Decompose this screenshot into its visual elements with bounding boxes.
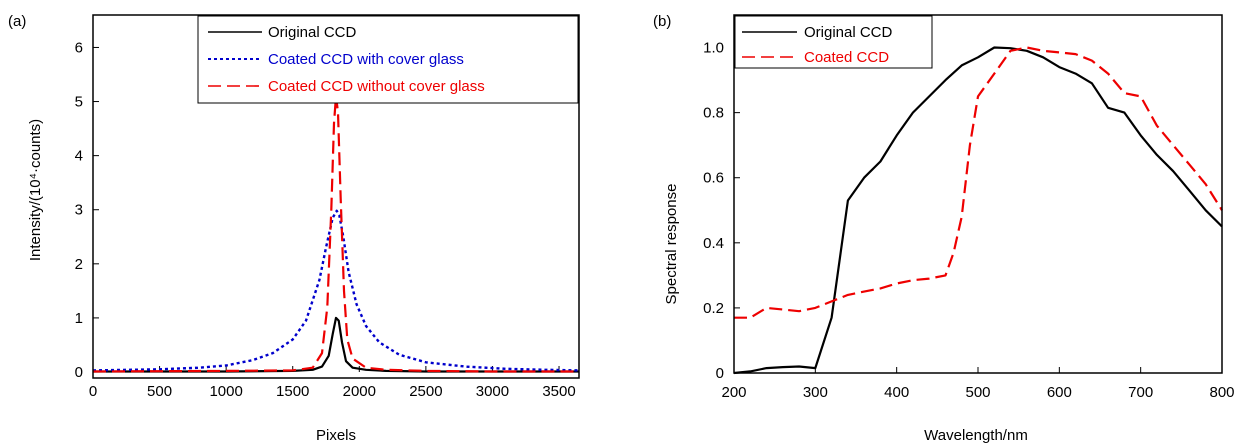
panel-a-label: (a) <box>8 13 26 30</box>
panel-a-legend-box <box>197 15 579 104</box>
x-tick-label: 600 <box>1047 384 1072 401</box>
y-tick-label: 3 <box>75 202 83 219</box>
panel-b-x-axis-label: Wavelength/nm <box>924 427 1028 443</box>
y-tick-label: 0.6 <box>703 170 724 187</box>
series-line-b-1 <box>734 46 1223 319</box>
legend-a-label-0: Original CCD <box>268 24 357 41</box>
x-tick-label: 800 <box>1209 384 1234 401</box>
panel-a-plot-frame <box>92 14 580 379</box>
y-tick-label: 1.0 <box>703 40 724 57</box>
x-tick-label: 300 <box>803 384 828 401</box>
panel-a-legend: Original CCD Coated CCD with cover glass… <box>197 15 579 104</box>
chart-panel-b: (b) Spectral response Wavelength/nm 200 3… <box>653 13 1234 443</box>
y-tick-label: 0.8 <box>703 105 724 122</box>
x-tick-label: 400 <box>884 384 909 401</box>
x-tick-label: 1000 <box>209 383 242 400</box>
x-tick-label: 1500 <box>276 383 309 400</box>
legend-a-label-2: Coated CCD without cover glass <box>268 78 485 95</box>
y-tick-label: 4 <box>75 148 83 165</box>
panel-b-y-axis-label: Spectral response <box>663 184 680 305</box>
x-tick-label: 700 <box>1128 384 1153 401</box>
y-tick-label: 1 <box>75 310 83 327</box>
panel-b-ticks: 200 300 400 500 600 700 800 0 0.2 0.4 0.6 0.8 1.0 <box>703 40 1234 401</box>
panel-a-series <box>92 94 580 373</box>
panel-b-plot-frame <box>733 14 1223 374</box>
panel-a-ticks: 0 500 1000 1500 2000 2500 3000 3500 0 1 2 3 4 5 6 <box>75 39 576 400</box>
y-tick-label: 5 <box>75 94 83 111</box>
panel-a-y-axis-label: Intensity/(10⁴·counts) <box>27 119 44 261</box>
y-tick-label: 0 <box>75 364 83 381</box>
x-tick-label: 200 <box>721 384 746 401</box>
panel-b-series <box>733 46 1223 375</box>
panel-a-x-axis-label: Pixels <box>316 427 356 443</box>
panel-b-legend: Original CCD Coated CCD <box>734 15 933 69</box>
x-tick-label: 0 <box>89 383 97 400</box>
x-tick-label: 3000 <box>476 383 509 400</box>
y-tick-label: 0.2 <box>703 300 724 317</box>
x-tick-label: 3500 <box>542 383 575 400</box>
legend-b-label-1: Coated CCD <box>804 49 889 66</box>
series-line-a-0 <box>93 316 579 373</box>
y-tick-label: 6 <box>75 39 83 56</box>
chart-panel-a: (a) Intensity/(10⁴·counts) Pixels 0 500 10… <box>8 13 580 443</box>
x-tick-label: 2000 <box>343 383 376 400</box>
y-tick-label: 0 <box>716 365 724 382</box>
x-tick-label: 2500 <box>409 383 442 400</box>
series-line-a-2 <box>92 94 579 373</box>
legend-a-label-1: Coated CCD with cover glass <box>268 51 464 68</box>
series-line-b-0 <box>733 46 1223 375</box>
y-tick-label: 2 <box>75 256 83 273</box>
y-tick-label: 0.4 <box>703 235 724 252</box>
panel-b-label: (b) <box>653 13 671 30</box>
legend-b-label-0: Original CCD <box>804 24 893 41</box>
panel-b-legend-box <box>734 15 933 69</box>
x-tick-label: 500 <box>965 384 990 401</box>
x-tick-label: 500 <box>147 383 172 400</box>
series-line-a-1 <box>92 209 580 372</box>
